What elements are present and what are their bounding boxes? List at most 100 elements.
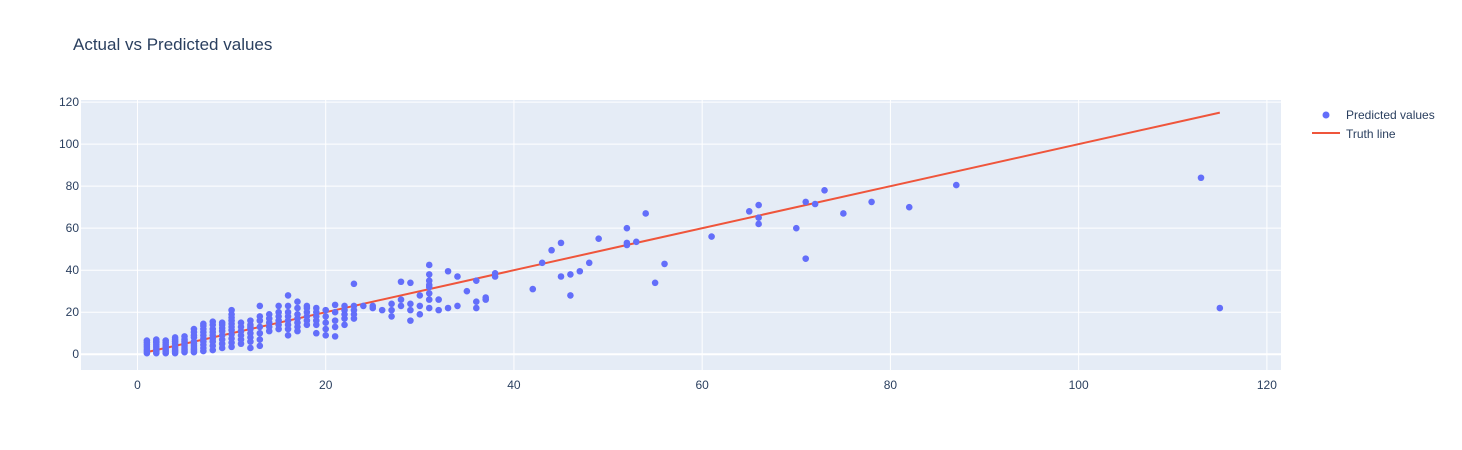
data-point[interactable] bbox=[472, 304, 480, 312]
data-point[interactable] bbox=[416, 302, 424, 310]
data-point[interactable] bbox=[1216, 304, 1224, 312]
data-point[interactable] bbox=[745, 208, 753, 215]
data-point[interactable] bbox=[1197, 174, 1205, 182]
data-point[interactable] bbox=[256, 323, 264, 331]
data-point[interactable] bbox=[322, 332, 330, 339]
data-point[interactable] bbox=[444, 267, 452, 275]
data-point[interactable] bbox=[454, 273, 461, 280]
data-point[interactable] bbox=[952, 181, 960, 189]
data-point[interactable] bbox=[407, 300, 414, 308]
data-point[interactable] bbox=[482, 294, 490, 301]
data-point[interactable] bbox=[275, 308, 282, 316]
data-point[interactable] bbox=[322, 319, 330, 327]
data-point[interactable] bbox=[435, 296, 442, 303]
data-point[interactable] bbox=[256, 336, 264, 343]
data-point[interactable] bbox=[425, 290, 433, 297]
data-point[interactable] bbox=[294, 311, 301, 318]
data-point[interactable] bbox=[416, 311, 424, 318]
data-point[interactable] bbox=[538, 259, 546, 267]
data-point[interactable] bbox=[350, 280, 358, 288]
data-point[interactable] bbox=[811, 200, 819, 208]
data-point[interactable] bbox=[331, 323, 339, 331]
data-point[interactable] bbox=[388, 306, 395, 314]
data-point[interactable] bbox=[755, 214, 762, 221]
data-point[interactable] bbox=[755, 220, 762, 228]
data-point[interactable] bbox=[228, 306, 235, 314]
data-point[interactable] bbox=[595, 235, 602, 242]
data-point[interactable] bbox=[407, 317, 414, 324]
data-point[interactable] bbox=[755, 201, 762, 209]
data-point[interactable] bbox=[256, 313, 264, 320]
data-point[interactable] bbox=[792, 224, 800, 232]
data-point[interactable] bbox=[322, 306, 330, 314]
data-point[interactable] bbox=[247, 344, 254, 352]
data-point[interactable] bbox=[190, 325, 198, 333]
data-point[interactable] bbox=[529, 285, 537, 293]
data-point[interactable] bbox=[322, 325, 330, 333]
data-point[interactable] bbox=[378, 306, 386, 314]
data-point[interactable] bbox=[567, 292, 574, 299]
data-point[interactable] bbox=[284, 292, 292, 299]
data-point[interactable] bbox=[331, 308, 339, 316]
data-point[interactable] bbox=[181, 333, 188, 340]
data-point[interactable] bbox=[623, 239, 631, 247]
data-point[interactable] bbox=[840, 210, 847, 217]
data-point[interactable] bbox=[341, 321, 348, 329]
data-point[interactable] bbox=[171, 334, 179, 341]
legend-item-predicted[interactable]: Predicted values bbox=[1322, 108, 1435, 122]
data-point[interactable] bbox=[256, 302, 264, 310]
data-point[interactable] bbox=[463, 287, 471, 295]
data-point[interactable] bbox=[491, 270, 499, 277]
data-point[interactable] bbox=[369, 302, 377, 310]
data-point[interactable] bbox=[821, 187, 828, 194]
data-point[interactable] bbox=[256, 329, 264, 337]
data-point[interactable] bbox=[661, 260, 668, 268]
data-point[interactable] bbox=[350, 302, 358, 310]
data-point[interactable] bbox=[651, 279, 659, 287]
data-point[interactable] bbox=[407, 279, 414, 287]
data-point[interactable] bbox=[576, 267, 584, 275]
data-point[interactable] bbox=[218, 319, 226, 327]
data-point[interactable] bbox=[247, 317, 254, 324]
data-point[interactable] bbox=[360, 302, 367, 310]
data-point[interactable] bbox=[802, 255, 810, 262]
data-point[interactable] bbox=[237, 319, 245, 327]
data-point[interactable] bbox=[397, 296, 405, 303]
data-point[interactable] bbox=[143, 337, 151, 344]
data-point[interactable] bbox=[265, 311, 273, 318]
data-point[interactable] bbox=[331, 317, 339, 324]
data-point[interactable] bbox=[388, 300, 395, 308]
data-point[interactable] bbox=[331, 333, 339, 340]
data-point[interactable] bbox=[472, 298, 480, 306]
data-point[interactable] bbox=[868, 198, 875, 206]
data-point[interactable] bbox=[294, 298, 301, 306]
data-point[interactable] bbox=[284, 332, 292, 339]
data-point[interactable] bbox=[708, 233, 715, 240]
data-point[interactable] bbox=[152, 336, 160, 343]
data-point[interactable] bbox=[444, 304, 452, 312]
data-point[interactable] bbox=[294, 304, 301, 312]
data-point[interactable] bbox=[284, 302, 292, 310]
data-point[interactable] bbox=[416, 292, 424, 299]
data-point[interactable] bbox=[397, 278, 405, 286]
data-point[interactable] bbox=[642, 210, 650, 217]
data-point[interactable] bbox=[425, 304, 433, 312]
data-point[interactable] bbox=[623, 224, 631, 232]
data-point[interactable] bbox=[341, 302, 348, 310]
data-point[interactable] bbox=[472, 277, 480, 285]
data-point[interactable] bbox=[162, 337, 170, 344]
data-point[interactable] bbox=[331, 301, 339, 309]
data-point[interactable] bbox=[567, 271, 574, 278]
legend-item-truth[interactable]: Truth line bbox=[1312, 127, 1396, 141]
data-point[interactable] bbox=[388, 313, 395, 320]
data-point[interactable] bbox=[557, 239, 565, 247]
data-point[interactable] bbox=[905, 203, 913, 211]
data-point[interactable] bbox=[397, 302, 405, 310]
data-point[interactable] bbox=[303, 302, 311, 310]
data-point[interactable] bbox=[425, 261, 433, 269]
data-point[interactable] bbox=[425, 271, 433, 278]
data-point[interactable] bbox=[435, 306, 442, 314]
data-point[interactable] bbox=[312, 329, 320, 337]
data-point[interactable] bbox=[454, 302, 461, 310]
data-point[interactable] bbox=[256, 342, 264, 350]
